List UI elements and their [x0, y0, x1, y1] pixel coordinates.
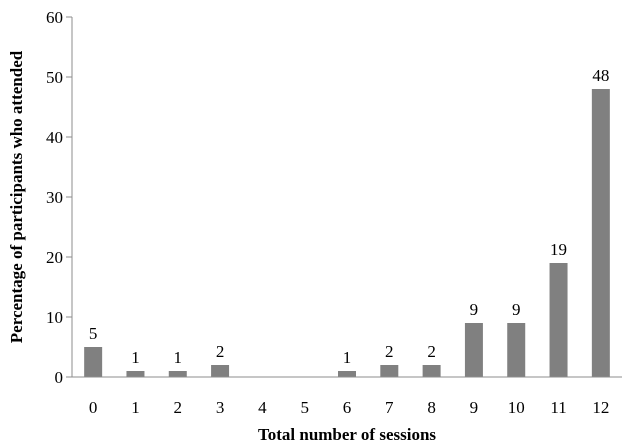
- y-tick-label: 0: [55, 368, 64, 387]
- x-tick-label: 6: [343, 398, 352, 417]
- y-tick-label: 30: [46, 188, 63, 207]
- x-tick-label: 11: [550, 398, 566, 417]
- y-axis-ticks: 0 10 20 30 40 50 60: [46, 8, 72, 387]
- y-axis-title: Percentage of participants who attended: [7, 50, 26, 343]
- x-tick-label: 0: [89, 398, 98, 417]
- bar: [84, 347, 103, 377]
- bar: [464, 323, 483, 377]
- bar: [591, 89, 610, 377]
- bar: [126, 371, 145, 377]
- y-tick-label: 40: [46, 128, 63, 147]
- data-label: 1: [131, 348, 140, 367]
- x-tick-label: 12: [592, 398, 609, 417]
- x-axis-ticks: 0 1 2 3 4 5 6 7 8 9 10 11 12: [89, 398, 609, 417]
- bar: [380, 365, 399, 377]
- bar: [168, 371, 187, 377]
- data-label: 2: [216, 342, 225, 361]
- x-axis-title: Total number of sessions: [258, 425, 436, 444]
- x-tick-label: 7: [385, 398, 394, 417]
- x-tick-label: 3: [216, 398, 225, 417]
- bars: [84, 89, 610, 377]
- data-label: 9: [512, 300, 521, 319]
- x-tick-label: 8: [427, 398, 436, 417]
- x-tick-label: 10: [508, 398, 525, 417]
- bar: [422, 365, 441, 377]
- data-labels: 5 1 1 2 1 2 2 9 9 19 48: [89, 66, 609, 367]
- bar: [211, 365, 230, 377]
- data-label: 2: [385, 342, 394, 361]
- x-tick-label: 1: [131, 398, 140, 417]
- y-tick-label: 10: [46, 308, 63, 327]
- y-tick-label: 60: [46, 8, 63, 27]
- x-tick-label: 5: [300, 398, 309, 417]
- data-label: 19: [550, 240, 567, 259]
- data-label: 48: [592, 66, 609, 85]
- data-label: 9: [470, 300, 479, 319]
- bar: [507, 323, 526, 377]
- data-label: 5: [89, 324, 98, 343]
- x-tick-label: 2: [174, 398, 183, 417]
- bar: [338, 371, 356, 377]
- x-tick-label: 9: [470, 398, 479, 417]
- x-tick-label: 4: [258, 398, 267, 417]
- data-label: 1: [174, 348, 183, 367]
- y-tick-label: 50: [46, 68, 63, 87]
- data-label: 1: [343, 348, 352, 367]
- data-label: 2: [427, 342, 436, 361]
- y-tick-label: 20: [46, 248, 63, 267]
- bar: [549, 263, 568, 377]
